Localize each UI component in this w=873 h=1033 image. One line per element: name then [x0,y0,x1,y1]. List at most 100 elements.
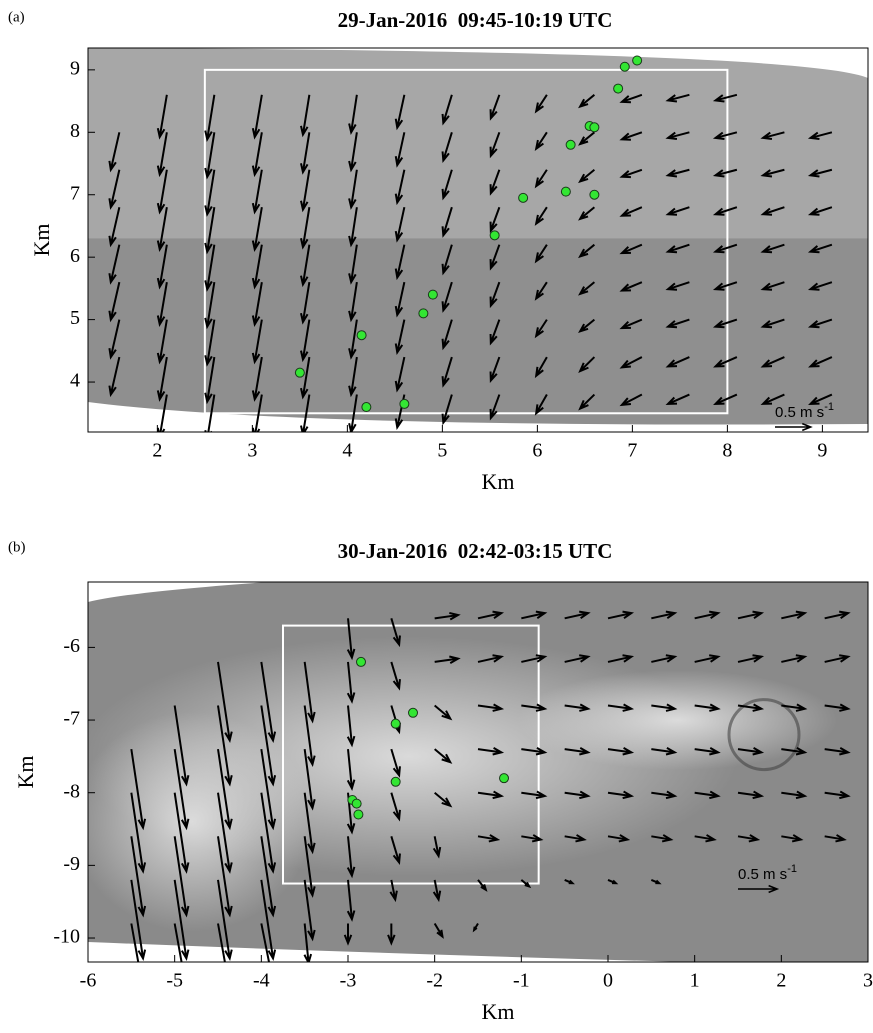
velocity-arrow [651,703,678,712]
feature-point [351,798,362,809]
velocity-arrow [619,243,643,255]
feature-point [489,230,500,241]
velocity-arrow [260,705,277,787]
x-axis-label: Km [482,999,515,1024]
feature-point [361,402,372,413]
velocity-arrow [108,169,121,210]
feature-point [390,718,401,729]
velocity-arrow [108,206,121,248]
velocity-arrow [578,243,596,259]
velocity-arrow [607,790,635,800]
velocity-arrow [824,834,847,843]
velocity-arrow [808,356,833,368]
reference-label-sup: -1 [824,401,834,413]
y-tick-label: -9 [63,853,80,875]
velocity-arrow [781,654,808,663]
velocity-arrow [434,704,453,721]
feature-point [390,776,401,787]
velocity-arrow [394,356,406,393]
velocity-arrow [300,207,311,250]
velocity-arrow [824,654,851,663]
velocity-arrow [173,792,190,874]
velocity-arrow [251,244,263,290]
y-tick-label: 6 [70,245,80,267]
velocity-arrow [824,790,851,800]
velocity-arrow [824,703,851,712]
velocity-arrow [300,244,311,288]
analysis-box [203,68,729,415]
velocity-arrow [441,319,453,351]
velocity-arrow [303,923,313,962]
velocity-arrow [348,94,358,135]
velocity-arrow [520,879,532,889]
feature-point [408,707,418,718]
velocity-arrow [204,94,216,142]
velocity-arrow [300,132,311,175]
velocity-arrow [760,243,785,254]
velocity-arrow [760,318,785,329]
x-tick-label: 3 [247,440,257,462]
velocity-arrow [394,132,406,168]
velocity-arrow [217,879,233,962]
velocity-arrow [694,747,721,756]
feature-point [399,398,410,409]
x-tick-label: 2 [152,440,162,462]
velocity-arrow [489,94,501,121]
y-tick-label: 4 [70,370,80,392]
velocity-arrow [173,705,190,787]
velocity-arrow [489,169,501,196]
image-edge [88,402,868,432]
velocity-arrow [807,206,833,216]
feature-point [589,122,600,133]
velocity-arrow [348,169,358,210]
velocity-arrow [578,281,596,296]
reference-label-text: 0.5 m s [775,404,824,421]
velocity-arrow [651,747,678,756]
y-tick-label: -8 [63,780,80,802]
velocity-arrow [807,281,833,291]
axes-frame [87,581,869,963]
velocity-arrow [204,244,216,292]
velocity-arrow [204,356,216,405]
feature-point [589,189,600,200]
velocity-arrow [712,206,738,216]
x-tick-label: 2 [776,970,786,992]
x-tick-label: 5 [437,440,447,462]
velocity-arrow [760,168,785,178]
velocity-arrow [619,318,643,330]
velocity-arrow [441,356,453,388]
velocity-arrow [713,393,738,405]
velocity-arrow [260,836,277,918]
velocity-arrow [108,319,121,360]
feature-point [356,330,367,341]
velocity-arrow [260,923,271,962]
velocity-arrow [303,792,316,855]
velocity-arrow [108,356,121,398]
axes-frame [87,47,869,433]
velocity-arrow [130,879,147,962]
x-tick-label: 6 [532,440,542,462]
velocity-arrow [607,654,635,663]
panel-label: (b) [8,539,26,555]
velocity-arrow [346,879,356,922]
velocity-arrow [108,244,121,285]
velocity-arrow [173,879,190,962]
image-bright [88,711,312,932]
plot-area [88,48,868,432]
velocity-arrow [521,834,544,843]
velocity-arrow [619,131,643,141]
velocity-arrow [607,747,635,756]
velocity-arrow [665,168,690,178]
velocity-arrow [619,206,643,217]
velocity-arrow [204,132,216,180]
velocity-arrow [303,705,316,768]
velocity-arrow [173,836,190,918]
velocity-arrow [260,748,277,831]
velocity-arrow [390,836,401,866]
velocity-arrow [156,281,168,327]
velocity-arrow [217,748,233,831]
image-dark-ring [727,698,801,772]
velocity-arrow [737,703,765,712]
reference-label-text: 0.5 m s [738,866,787,883]
velocity-arrow [564,654,591,663]
